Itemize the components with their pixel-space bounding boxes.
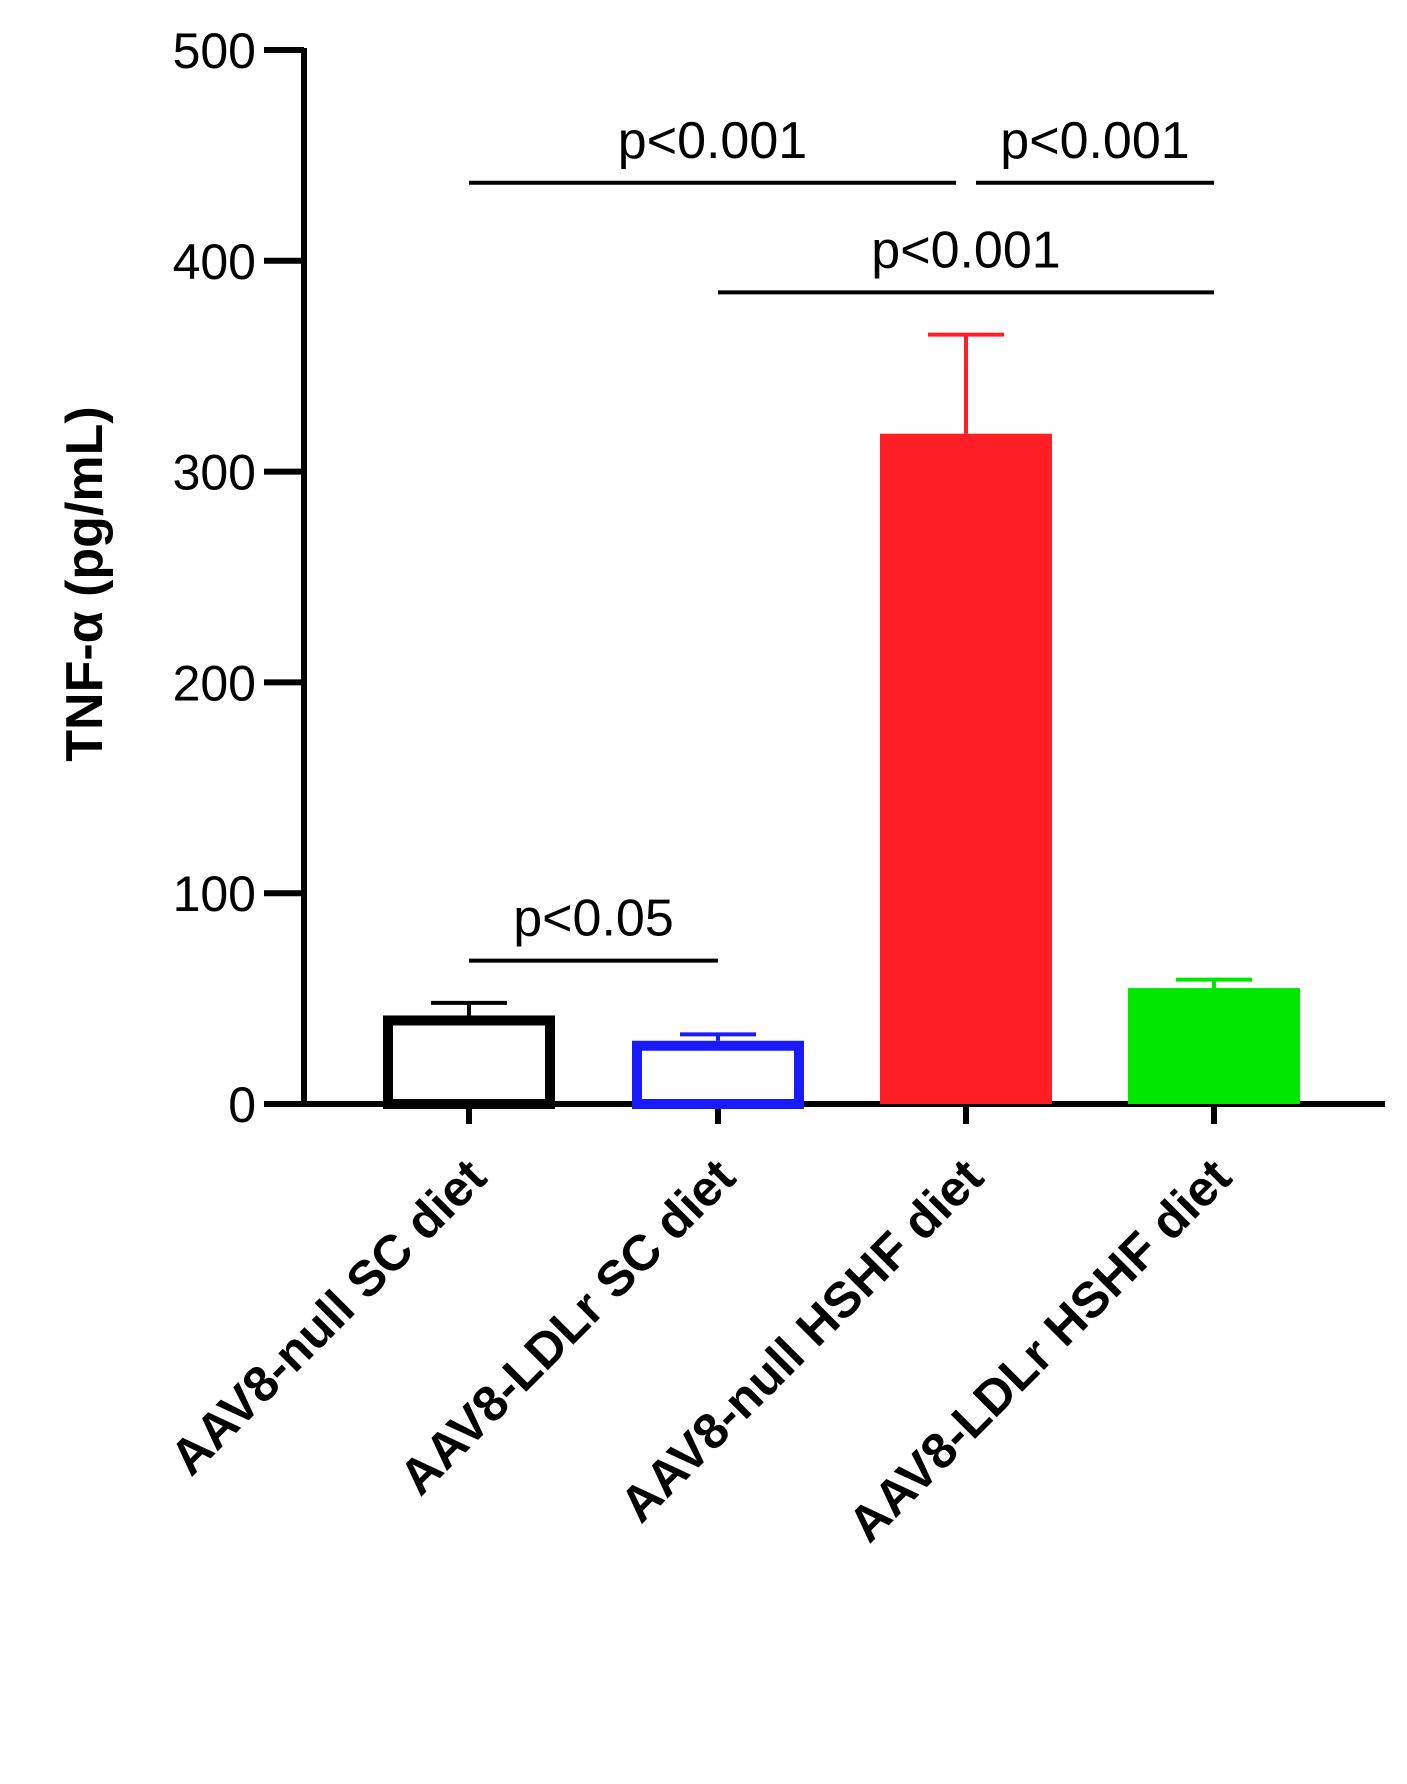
significance-label-2: p<0.001 (871, 221, 1060, 279)
y-tick-label-4: 400 (173, 234, 256, 290)
y-tick-label-2: 200 (173, 655, 256, 711)
y-tick-label-0: 0 (228, 1077, 256, 1133)
significance-label-3: p<0.05 (513, 890, 674, 948)
bar-1 (632, 1040, 804, 1110)
bar-2 (880, 433, 1052, 1104)
significance-label-0: p<0.001 (618, 112, 807, 170)
y-tick-label-3: 300 (173, 445, 256, 501)
y-axis-label: TNF-α (pg/mL) (56, 406, 114, 761)
y-tick-label-1: 100 (173, 866, 256, 922)
bar-3 (1128, 988, 1300, 1104)
significance-label-1: p<0.001 (1000, 112, 1189, 170)
y-tick-label-5: 500 (173, 23, 256, 79)
bar-0 (383, 1015, 555, 1109)
